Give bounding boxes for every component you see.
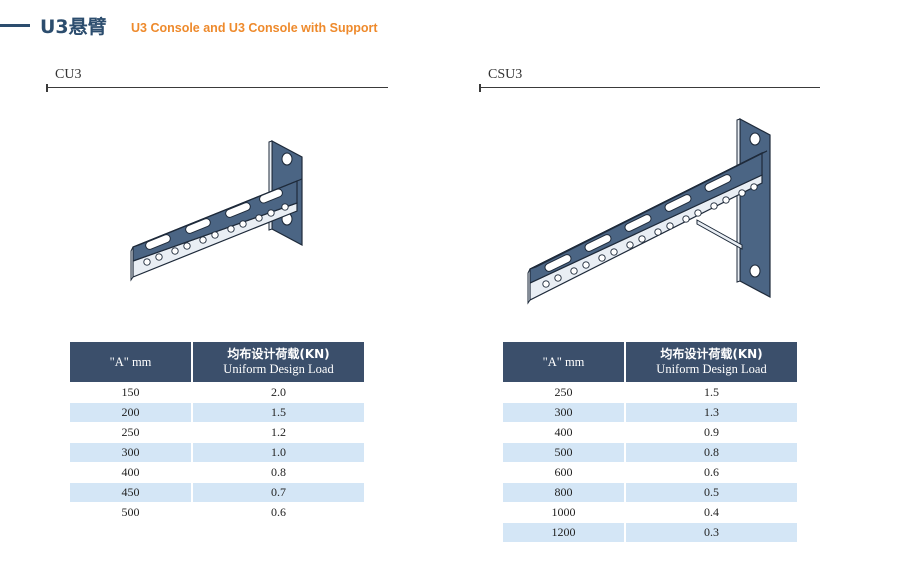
table-row: 500 0.8 <box>503 442 797 463</box>
table-cell-load: 0.6 <box>624 462 797 483</box>
column-header-a-mm: "A" mm <box>503 342 625 383</box>
column-header-a-mm: "A" mm <box>70 342 192 383</box>
page-subtitle: U3 Console and U3 Console with Support <box>131 21 378 35</box>
table-cell-load: 1.5 <box>191 402 364 423</box>
table-row: 400 0.8 <box>70 462 364 483</box>
table-cell-a: 300 <box>70 442 192 463</box>
table-cell-a: 150 <box>70 382 192 403</box>
table-row: 500 0.6 <box>70 502 364 522</box>
table-cell-load: 0.9 <box>624 422 797 443</box>
table-row: 250 1.5 <box>503 382 797 403</box>
table-row: 1000 0.4 <box>503 502 797 523</box>
column-header-load-cn: 均布设计荷载(KN) <box>227 347 330 361</box>
table-cell-a: 250 <box>503 382 625 403</box>
table-cell-load: 0.4 <box>624 502 797 523</box>
cu3-load-table: "A" mm 均布设计荷载(KN) Uniform Design Load 15… <box>70 342 364 522</box>
table-cell-a: 500 <box>70 502 192 522</box>
column-header-load-en: Uniform Design Load <box>223 362 334 376</box>
column-header-load-en: Uniform Design Load <box>656 362 767 376</box>
table-cell-load: 1.2 <box>191 422 364 443</box>
table-cell-load: 1.5 <box>624 382 797 403</box>
table-row: 600 0.6 <box>503 462 797 483</box>
page-title: U3悬臂 <box>40 16 107 38</box>
table-row: 250 1.2 <box>70 422 364 443</box>
table-cell-a: 250 <box>70 422 192 443</box>
table-row: 800 0.5 <box>503 482 797 503</box>
table-cell-a: 1000 <box>503 502 625 523</box>
section-tick-csu3 <box>479 84 481 92</box>
column-header-load: 均布设计荷载(KN) Uniform Design Load <box>624 342 797 383</box>
section-label-cu3: CU3 <box>55 67 82 82</box>
table-header-row: "A" mm 均布设计荷载(KN) Uniform Design Load <box>503 342 797 383</box>
table-cell-a: 200 <box>70 402 192 423</box>
table-cell-load: 2.0 <box>191 382 364 403</box>
table-cell-load: 0.6 <box>191 502 364 522</box>
section-tick-cu3 <box>46 84 48 92</box>
table-cell-load: 0.8 <box>191 462 364 483</box>
table-row: 200 1.5 <box>70 402 364 423</box>
table-cell-a: 450 <box>70 482 192 503</box>
table-cell-a: 400 <box>70 462 192 483</box>
table-cell-a: 1200 <box>503 522 625 542</box>
table-cell-load: 1.3 <box>624 402 797 423</box>
section-label-csu3: CSU3 <box>488 67 523 82</box>
header-accent-bar <box>0 24 30 27</box>
table-cell-load: 1.0 <box>191 442 364 463</box>
table-row: 1200 0.3 <box>503 522 797 542</box>
table-header-row: "A" mm 均布设计荷载(KN) Uniform Design Load <box>70 342 364 383</box>
table-row: 150 2.0 <box>70 382 364 403</box>
table-cell-load: 0.7 <box>191 482 364 503</box>
table-cell-load: 0.8 <box>624 442 797 463</box>
column-header-load: 均布设计荷载(KN) Uniform Design Load <box>191 342 364 383</box>
table-cell-a: 500 <box>503 442 625 463</box>
table-row: 300 1.0 <box>70 442 364 463</box>
table-row: 400 0.9 <box>503 422 797 443</box>
csu3-bracket-illustration <box>527 118 771 305</box>
table-cell-load: 0.5 <box>624 482 797 503</box>
cu3-bracket-illustration <box>130 140 303 282</box>
table-cell-a: 300 <box>503 402 625 423</box>
table-row: 450 0.7 <box>70 482 364 503</box>
table-cell-a: 400 <box>503 422 625 443</box>
table-cell-a: 800 <box>503 482 625 503</box>
section-rule-csu3 <box>479 87 820 88</box>
csu3-load-table: "A" mm 均布设计荷载(KN) Uniform Design Load 25… <box>503 342 797 542</box>
column-header-load-cn: 均布设计荷载(KN) <box>660 347 763 361</box>
table-cell-load: 0.3 <box>624 522 797 542</box>
table-row: 300 1.3 <box>503 402 797 423</box>
table-cell-a: 600 <box>503 462 625 483</box>
section-rule-cu3 <box>46 87 388 88</box>
